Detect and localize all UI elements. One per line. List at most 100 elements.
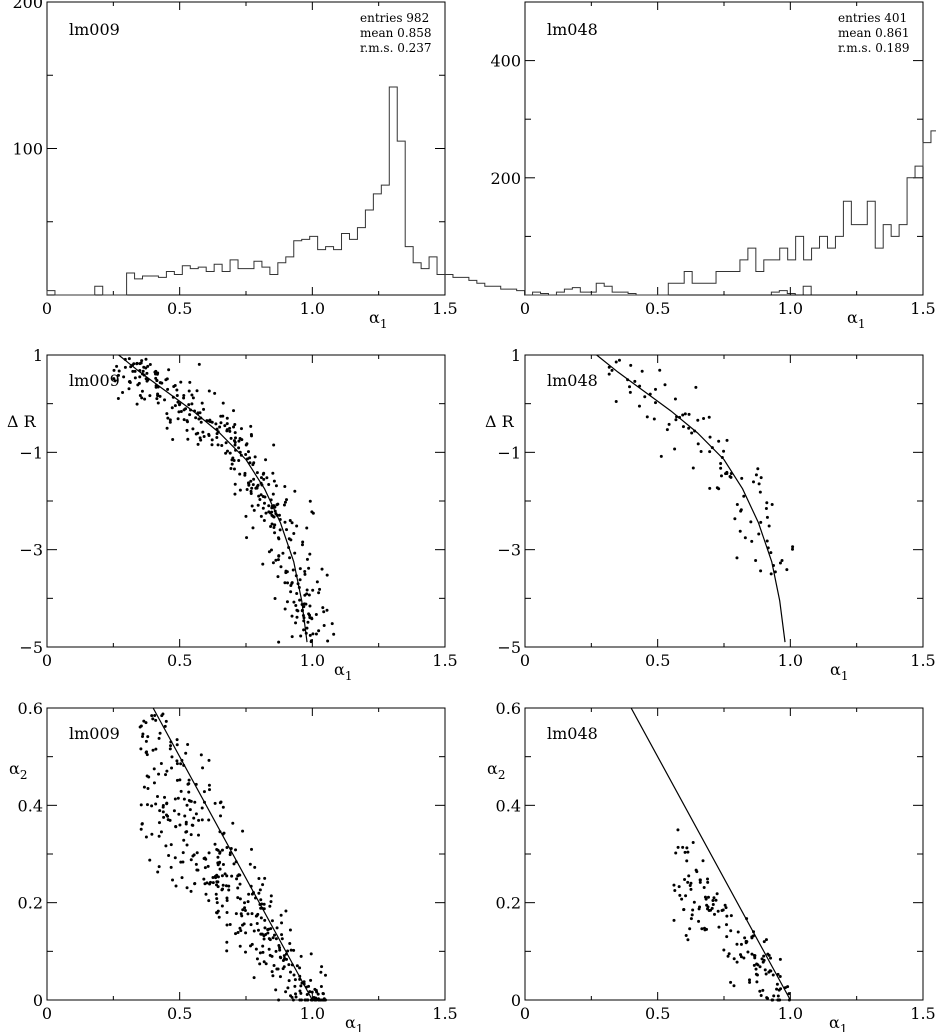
data-point <box>250 847 254 851</box>
data-point <box>253 455 257 459</box>
data-point <box>277 640 281 644</box>
data-point <box>706 905 710 909</box>
data-point <box>698 905 702 909</box>
data-point <box>763 968 767 972</box>
x-tick-label: 0 <box>42 299 52 318</box>
data-point <box>185 830 189 834</box>
data-point <box>260 906 264 910</box>
data-point <box>689 887 693 891</box>
data-point <box>244 931 248 935</box>
x-tick-label: 1.5 <box>910 1004 935 1023</box>
data-point <box>268 904 272 908</box>
data-point <box>285 498 289 502</box>
data-point <box>138 362 142 366</box>
data-point <box>274 937 278 941</box>
data-point <box>182 763 186 767</box>
data-point <box>293 551 297 555</box>
data-point <box>717 487 721 491</box>
data-point <box>238 944 242 948</box>
data-point <box>122 375 126 379</box>
x-tick-label: 0.5 <box>167 651 192 670</box>
data-point <box>278 975 282 979</box>
data-point <box>146 364 150 368</box>
data-point <box>310 998 314 1002</box>
data-point <box>735 502 739 506</box>
data-point <box>163 795 167 799</box>
y-tick-label: 0.6 <box>18 699 43 718</box>
data-point <box>178 823 182 827</box>
data-point <box>186 743 190 747</box>
data-point <box>284 909 288 913</box>
data-point <box>684 894 688 898</box>
data-point <box>150 832 154 836</box>
data-point <box>769 956 773 960</box>
data-point <box>221 805 225 809</box>
data-point <box>277 513 281 517</box>
data-point <box>142 719 146 723</box>
data-point <box>724 472 728 476</box>
data-point <box>778 957 782 961</box>
data-point <box>790 547 794 551</box>
data-point <box>299 991 303 995</box>
data-point <box>640 369 644 373</box>
data-point <box>250 434 254 438</box>
data-point <box>157 834 161 838</box>
data-point <box>176 417 180 421</box>
data-point <box>728 474 732 478</box>
data-point <box>225 899 229 903</box>
data-point <box>246 900 250 904</box>
data-point <box>256 483 260 487</box>
data-point <box>299 634 303 638</box>
data-point <box>157 736 161 740</box>
data-point <box>289 994 293 998</box>
x-tick-label: 0.5 <box>167 1004 192 1023</box>
data-point <box>200 401 204 405</box>
data-point <box>738 529 742 533</box>
data-point <box>160 714 164 718</box>
data-point <box>307 593 311 597</box>
data-point <box>275 513 279 517</box>
data-point <box>177 812 181 816</box>
data-point <box>702 417 706 421</box>
data-point <box>707 415 711 419</box>
data-point <box>320 965 324 969</box>
data-point <box>701 859 705 863</box>
data-point <box>269 524 273 528</box>
data-point <box>214 892 218 896</box>
data-point <box>270 919 274 923</box>
data-point <box>225 940 229 944</box>
data-point <box>628 390 632 394</box>
data-point <box>319 984 323 988</box>
data-point <box>252 976 256 980</box>
data-point <box>215 901 219 905</box>
data-point <box>773 570 777 574</box>
data-point <box>309 640 313 644</box>
data-point <box>272 963 276 967</box>
data-point <box>269 498 273 502</box>
y-tick-label: 0 <box>33 991 43 1010</box>
data-point <box>626 378 630 382</box>
data-point <box>758 490 762 494</box>
data-point <box>140 822 144 826</box>
data-point <box>317 629 321 633</box>
data-point <box>764 972 768 976</box>
data-point <box>264 962 268 966</box>
data-point <box>202 790 206 794</box>
data-point <box>142 373 146 377</box>
data-point <box>700 927 704 931</box>
data-point <box>258 951 262 955</box>
data-point <box>154 718 158 722</box>
data-point <box>757 482 761 486</box>
data-point <box>116 396 120 400</box>
x-tick-label: 1.0 <box>778 651 803 670</box>
data-point <box>755 973 759 977</box>
data-point <box>152 781 156 785</box>
data-point <box>667 422 671 426</box>
y-tick-label: 1 <box>33 346 43 365</box>
data-point <box>302 619 306 623</box>
data-point <box>178 402 182 406</box>
data-point <box>252 891 256 895</box>
data-point <box>144 357 148 361</box>
data-point <box>133 369 137 373</box>
data-point <box>192 853 196 857</box>
